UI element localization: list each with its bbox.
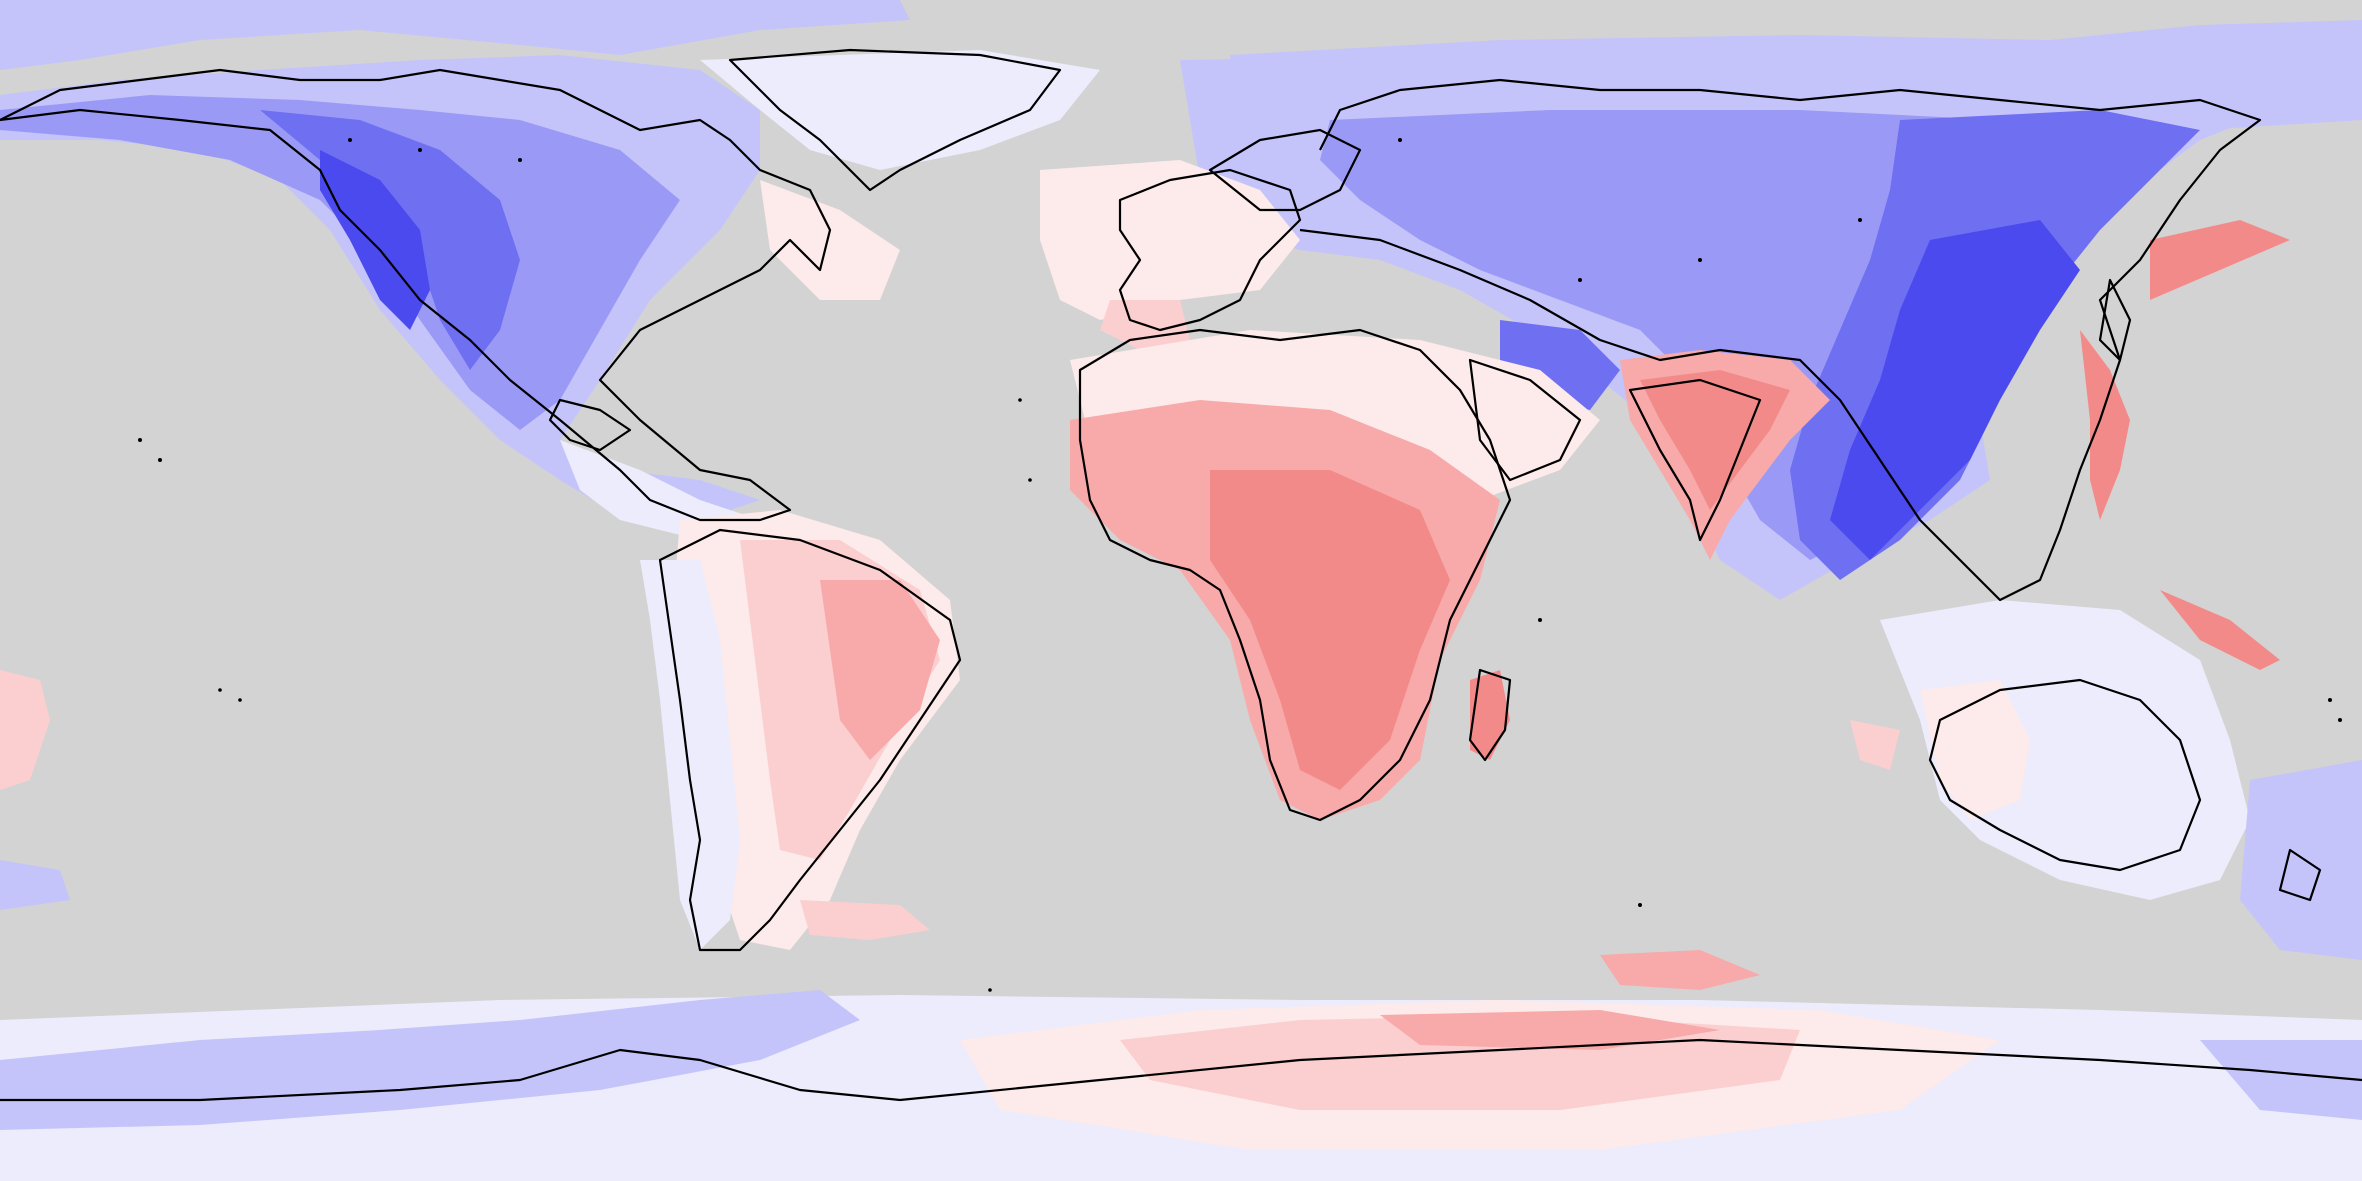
island: [988, 988, 992, 992]
melanesia-warm-streak: [2160, 590, 2280, 670]
coast-scandinavia: [1208, 128, 1362, 212]
east-asia-cool-deep: [1830, 220, 2080, 560]
island: [138, 438, 142, 442]
island: [2338, 718, 2342, 722]
coast-north-america: [0, 68, 832, 522]
andes-cool: [640, 560, 740, 950]
arctic-band: [0, 0, 910, 70]
coast-europe: [1118, 168, 1302, 332]
lake: [1578, 278, 1582, 282]
island: [238, 698, 242, 702]
north-america-cool-mid: [0, 95, 680, 430]
north-atlantic-warm: [760, 180, 900, 300]
rockies-cool-core: [320, 150, 430, 330]
lake: [1698, 258, 1702, 262]
australia-cool: [1880, 600, 2250, 900]
coast-south-america: [658, 528, 962, 952]
island: [1028, 478, 1032, 482]
kamchatka-warm-streak: [2150, 220, 2290, 300]
north-america-cool-core: [260, 110, 520, 370]
southern-ocean-warm-patch: [1600, 950, 1760, 990]
lake: [1398, 138, 1402, 142]
lake: [348, 138, 352, 142]
coastline-layer: [0, 48, 2362, 1102]
coast-india: [1628, 378, 1762, 542]
antarctic-west-cool: [0, 990, 860, 1130]
coast-greenland: [728, 48, 1062, 192]
japan-trench-warm-streak: [2080, 330, 2130, 520]
coast-arabia: [1468, 358, 1582, 482]
island: [1538, 618, 1542, 622]
brazil-warm-core: [820, 580, 940, 760]
lake: [518, 158, 522, 162]
island: [158, 458, 162, 462]
lake: [1858, 218, 1862, 222]
greenland-cool: [700, 50, 1100, 170]
island: [1638, 903, 1642, 907]
island-speckle-layer: [138, 138, 2342, 992]
india-warm-core: [1640, 370, 1790, 510]
coast-africa: [1078, 328, 1512, 822]
coast-new-zealand: [2278, 848, 2322, 902]
antarctic-east-cool: [2200, 1040, 2362, 1120]
central-pacific-warm: [0, 670, 50, 790]
coast-australia: [1928, 678, 2202, 872]
island: [218, 688, 222, 692]
coast-eurasia: [1299, 78, 2262, 602]
coast-antarctica: [0, 1038, 2362, 1102]
patagonia-warm: [800, 900, 930, 940]
coast-japan: [2098, 278, 2132, 362]
island: [1018, 398, 1022, 402]
coast-gulf-of-mexico: [548, 398, 632, 452]
island: [2328, 698, 2332, 702]
warm-anomaly-layer: [0, 50, 2290, 1150]
western-australia-warm: [1920, 680, 2030, 820]
coast-madagascar: [1468, 668, 1512, 762]
pacific-southeast-cool: [2240, 760, 2362, 960]
sw-pacific-cool: [0, 860, 70, 910]
indian-ocean-warm: [1850, 720, 1900, 770]
africa-warm-core: [1210, 470, 1450, 790]
lake: [418, 148, 422, 152]
antarctic-warm-core: [1380, 1010, 1720, 1050]
europe-warm: [1040, 160, 1300, 320]
